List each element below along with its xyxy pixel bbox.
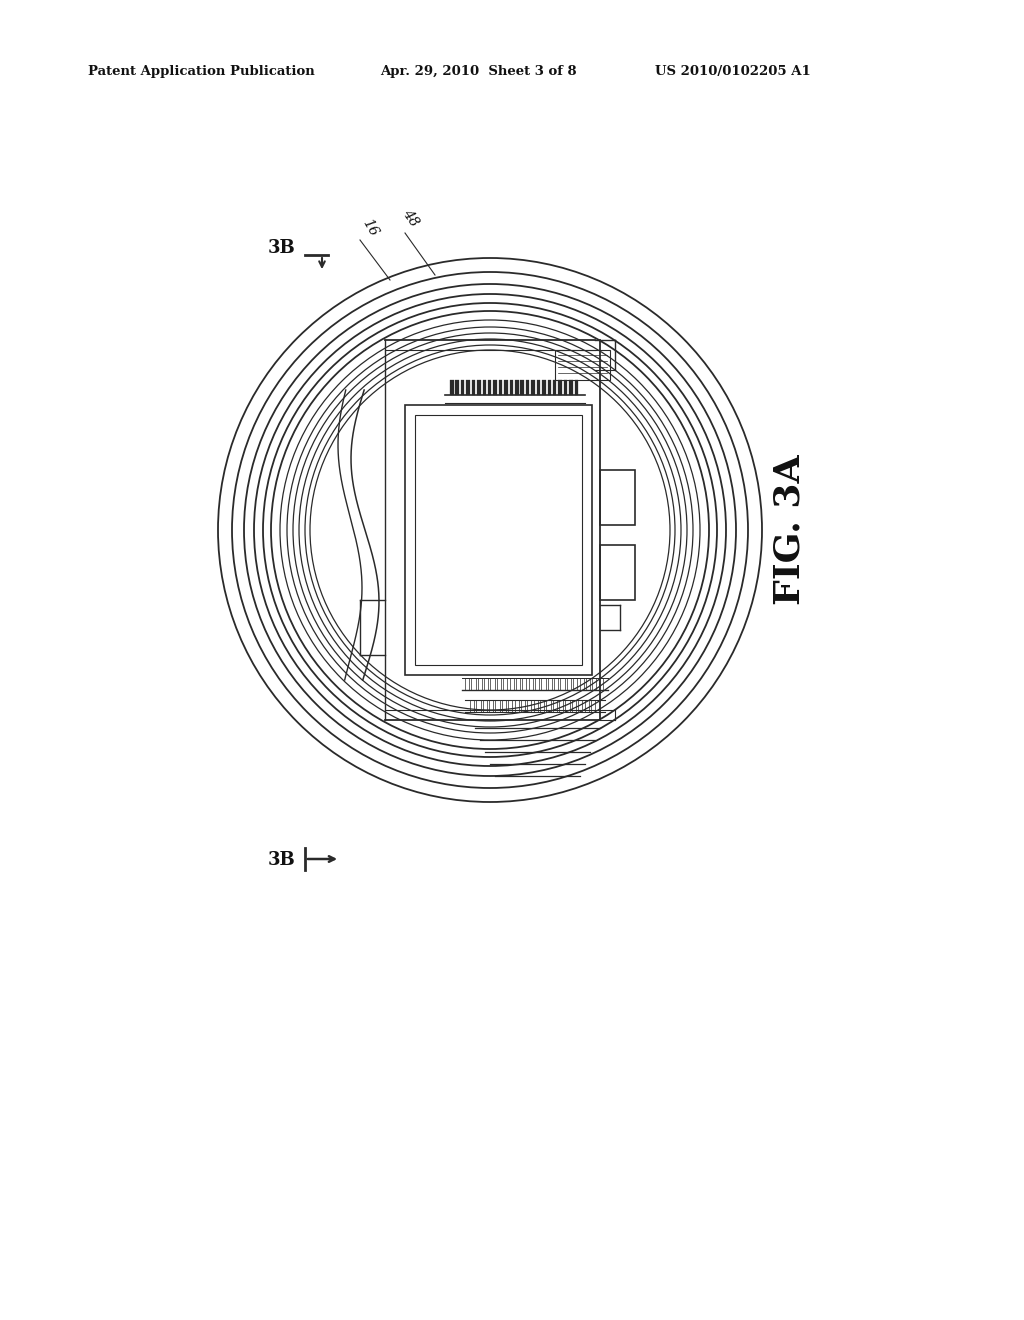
Bar [490, 678, 495, 690]
Bar [510, 678, 514, 690]
Bar [489, 700, 494, 711]
Bar [516, 678, 520, 690]
Bar [508, 700, 512, 711]
Bar [471, 678, 475, 690]
Text: Apr. 29, 2010  Sheet 3 of 8: Apr. 29, 2010 Sheet 3 of 8 [380, 66, 577, 78]
Bar [494, 380, 497, 395]
Bar [465, 678, 469, 690]
Bar [477, 380, 480, 395]
Bar [522, 678, 526, 690]
Text: 48: 48 [399, 207, 421, 230]
Bar [415, 414, 582, 665]
Bar [531, 380, 535, 395]
Bar [553, 380, 556, 395]
Text: Patent Application Publication: Patent Application Publication [88, 66, 314, 78]
Bar [559, 700, 563, 711]
Bar [573, 678, 578, 690]
Text: US 2010/0102205 A1: US 2010/0102205 A1 [655, 66, 811, 78]
Bar [542, 380, 546, 395]
Bar [520, 380, 524, 395]
Bar [521, 700, 525, 711]
Bar [560, 678, 564, 690]
Bar [450, 380, 454, 395]
Bar [537, 380, 541, 395]
Bar [456, 380, 459, 395]
Bar [528, 678, 532, 690]
Bar [504, 380, 508, 395]
Bar [548, 678, 552, 690]
Bar [484, 678, 488, 690]
Bar [553, 700, 557, 711]
Bar [496, 700, 500, 711]
Bar [586, 678, 590, 690]
Bar [555, 350, 610, 380]
Bar [478, 678, 482, 690]
Bar [548, 380, 551, 395]
Bar [527, 700, 531, 711]
Bar [585, 700, 589, 711]
Bar [569, 380, 572, 395]
Bar [510, 380, 513, 395]
Bar [499, 380, 502, 395]
Bar [558, 380, 562, 395]
Bar [472, 380, 475, 395]
Bar [535, 678, 540, 690]
Bar [476, 700, 480, 711]
Bar [580, 678, 584, 690]
Bar [565, 700, 569, 711]
Text: 16: 16 [359, 216, 381, 239]
Bar [542, 678, 546, 690]
Bar [574, 380, 579, 395]
Bar [514, 700, 519, 711]
Bar [579, 700, 583, 711]
Bar [497, 678, 501, 690]
Bar [502, 700, 506, 711]
Bar [600, 470, 635, 525]
Bar [466, 380, 470, 395]
Bar [571, 700, 575, 711]
Bar [564, 380, 567, 395]
Bar [503, 678, 507, 690]
Bar [540, 700, 544, 711]
Text: 3B: 3B [267, 239, 295, 257]
Bar [592, 678, 596, 690]
Bar [406, 405, 592, 675]
Bar [547, 700, 551, 711]
Bar [567, 678, 571, 690]
Bar [461, 380, 464, 395]
Bar [515, 380, 518, 395]
Text: 3B: 3B [267, 851, 295, 869]
Bar [600, 545, 635, 601]
Bar [534, 700, 538, 711]
Bar [482, 380, 486, 395]
Bar [470, 700, 474, 711]
Bar [599, 678, 603, 690]
Bar [526, 380, 529, 395]
Bar [591, 700, 595, 711]
Bar [482, 700, 486, 711]
Bar [554, 678, 558, 690]
Bar [487, 380, 492, 395]
Text: FIG. 3A: FIG. 3A [773, 454, 807, 606]
